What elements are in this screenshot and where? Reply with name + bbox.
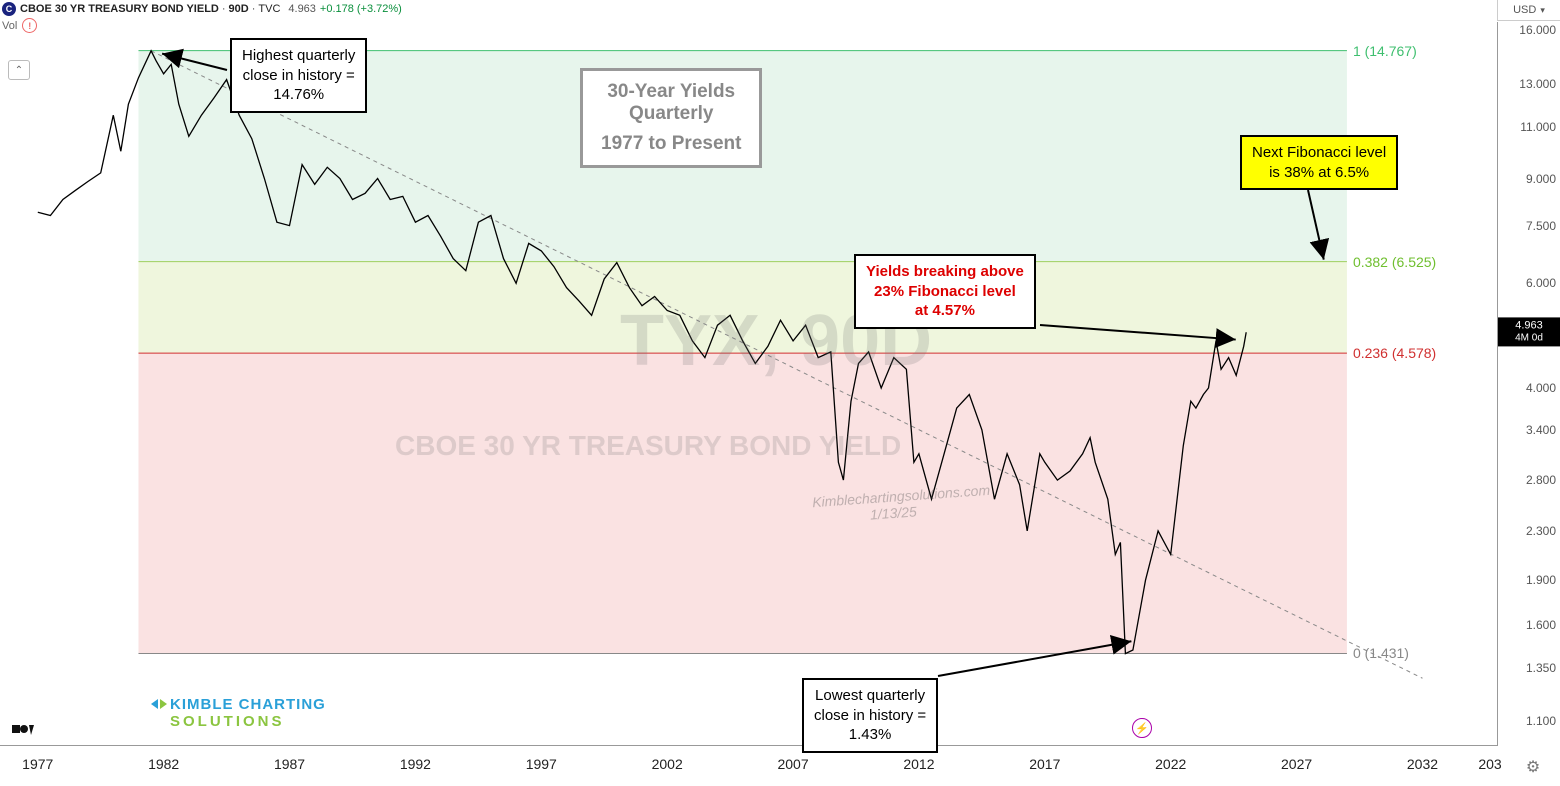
- currency-label: USD: [1513, 4, 1536, 16]
- x-tick-label: 2032: [1407, 756, 1438, 772]
- title-line2: Quarterly: [601, 103, 741, 125]
- x-tick-label: 2002: [652, 756, 683, 772]
- x-tick-label: 1992: [400, 756, 431, 772]
- y-tick-label: 16.000: [1519, 23, 1556, 37]
- fib-level-label: 1 (14.767): [1353, 43, 1417, 59]
- chart-settings-button[interactable]: ⚙: [1524, 758, 1542, 776]
- callout-next-fib: Next Fibonacci level is 38% at 6.5%: [1240, 135, 1398, 190]
- alert-icon[interactable]: ⚡: [1132, 718, 1152, 738]
- kimble-text-top: KIMBLE CHARTING: [170, 696, 326, 713]
- x-axis[interactable]: 1977 1982 1987 1992 1997 2002 2007 2012 2017 2022…: [0, 745, 1498, 786]
- callout-line: Next Fibonacci level: [1252, 143, 1386, 163]
- y-tick-label: 1.350: [1526, 661, 1556, 675]
- volume-indicator[interactable]: Vol !: [2, 18, 37, 33]
- callout-lowest: Lowest quarterly close in history = 1.43…: [802, 678, 938, 753]
- gear-icon: ⚙: [1526, 757, 1540, 777]
- vol-label: Vol: [2, 20, 17, 32]
- y-tick-label: 7.500: [1526, 219, 1556, 233]
- x-tick-label: 1987: [274, 756, 305, 772]
- y-tick-label: 2.800: [1526, 473, 1556, 487]
- kimble-logo: KIMBLE CHARTING SOLUTIONS: [150, 695, 326, 730]
- callout-line: 1.43%: [814, 725, 926, 745]
- callout-line: 23% Fibonacci level: [866, 282, 1024, 302]
- interval-label[interactable]: 90D: [229, 3, 249, 15]
- x-tick-label: 2022: [1155, 756, 1186, 772]
- x-tick-label: 1982: [148, 756, 179, 772]
- callout-line: Yields breaking above: [866, 262, 1024, 282]
- y-tick-label: 3.400: [1526, 423, 1556, 437]
- x-tick-label: 203: [1478, 756, 1501, 772]
- y-tick-label: 13.000: [1519, 77, 1556, 91]
- title-line3: 1977 to Present: [601, 133, 741, 155]
- collapse-legend-button[interactable]: ⌃: [8, 60, 30, 80]
- x-tick-label: 2007: [777, 756, 808, 772]
- tradingview-logo: [12, 722, 34, 740]
- y-tick-label: 11.000: [1520, 120, 1556, 134]
- callout-line: Highest quarterly: [242, 46, 355, 66]
- currency-selector[interactable]: USD ▾: [1497, 0, 1560, 21]
- tradingview-chart: C CBOE 30 YR TREASURY BOND YIELD · 90D ·…: [0, 0, 1560, 786]
- warning-icon: !: [22, 18, 37, 33]
- lightning-icon: ⚡: [1135, 722, 1149, 735]
- callout-line: Lowest quarterly: [814, 686, 926, 706]
- x-tick-label: 1997: [526, 756, 557, 772]
- y-tick-label: 2.300: [1526, 524, 1556, 538]
- callout-highest: Highest quarterly close in history = 14.…: [230, 38, 367, 113]
- x-tick-label: 2012: [903, 756, 934, 772]
- chevron-down-icon: ▾: [1540, 5, 1545, 16]
- title-line1: 30-Year Yields: [601, 81, 741, 103]
- y-tick-label: 1.900: [1526, 573, 1556, 587]
- y-tick-label: 1.100: [1526, 714, 1556, 728]
- callout-line: close in history =: [814, 706, 926, 726]
- callout-line: close in history =: [242, 66, 355, 86]
- callout-breaking: Yields breaking above 23% Fibonacci leve…: [854, 254, 1036, 329]
- x-tick-label: 1977: [22, 756, 53, 772]
- symbol-header: C CBOE 30 YR TREASURY BOND YIELD · 90D ·…: [0, 0, 1560, 18]
- fib-level-label: 0 (1.431): [1353, 645, 1409, 661]
- fib-level-label: 0.236 (4.578): [1353, 345, 1436, 361]
- chart-title-box: 30-Year Yields Quarterly 1977 to Present: [580, 68, 762, 168]
- exchange-logo-icon: C: [2, 2, 16, 16]
- arrows-icon: [150, 695, 168, 713]
- kimble-text-bottom: SOLUTIONS: [170, 713, 326, 730]
- symbol-name[interactable]: CBOE 30 YR TREASURY BOND YIELD: [20, 3, 219, 15]
- y-tick-label: 1.600: [1526, 618, 1556, 632]
- x-tick-label: 2027: [1281, 756, 1312, 772]
- last-price: 4.963: [288, 3, 316, 15]
- callout-line: at 4.57%: [866, 301, 1024, 321]
- fib-level-label: 0.382 (6.525): [1353, 254, 1436, 270]
- y-tick-label: 4.000: [1526, 381, 1556, 395]
- data-source: TVC: [258, 3, 280, 15]
- y-axis[interactable]: 16.000 13.000 11.000 9.000 7.500 6.000 4.000 3.…: [1497, 22, 1560, 746]
- callout-line: is 38% at 6.5%: [1252, 163, 1386, 183]
- callout-line: 14.76%: [242, 85, 355, 105]
- change-pct: (+3.72%): [357, 3, 402, 15]
- y-tick-label: 9.000: [1526, 172, 1556, 186]
- price-flag: 4.9634M 0d: [1498, 318, 1560, 347]
- chevron-up-icon: ⌃: [15, 65, 23, 76]
- change-abs: +0.178: [320, 3, 354, 15]
- x-tick-label: 2017: [1029, 756, 1060, 772]
- y-tick-label: 6.000: [1526, 276, 1556, 290]
